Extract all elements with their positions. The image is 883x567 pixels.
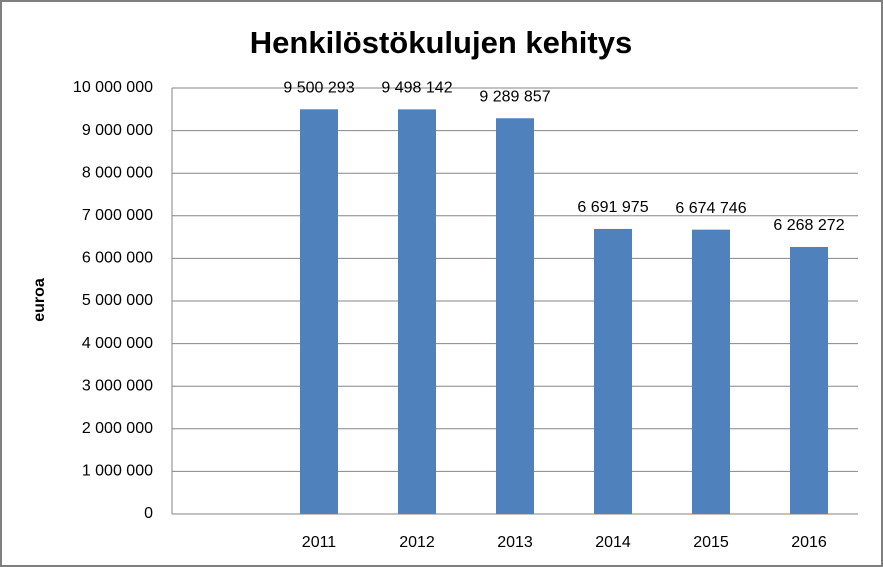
x-tick-label: 2012 bbox=[399, 534, 435, 551]
y-tick-label: 7 000 000 bbox=[82, 207, 153, 224]
x-tick-label: 2014 bbox=[595, 534, 631, 551]
bar bbox=[594, 228, 632, 514]
bar bbox=[398, 109, 436, 514]
value-label: 9 289 857 bbox=[479, 88, 550, 105]
value-label: 6 268 272 bbox=[773, 217, 844, 234]
value-label: 6 674 746 bbox=[675, 200, 746, 217]
bar bbox=[790, 246, 828, 514]
x-tick-label: 2015 bbox=[693, 534, 729, 551]
value-label: 9 500 293 bbox=[283, 80, 354, 97]
x-tick-label: 2016 bbox=[791, 534, 827, 551]
value-label: 9 498 142 bbox=[381, 80, 452, 97]
y-axis-label: euroa bbox=[31, 278, 48, 322]
y-tick-label: 8 000 000 bbox=[82, 164, 153, 181]
x-tick-label: 2013 bbox=[497, 534, 533, 551]
y-tick-label: 4 000 000 bbox=[82, 335, 153, 352]
y-tick-label: 10 000 000 bbox=[73, 79, 153, 96]
y-tick-label: 0 bbox=[144, 505, 153, 522]
y-tick-label: 9 000 000 bbox=[82, 122, 153, 139]
y-tick-label: 6 000 000 bbox=[82, 250, 153, 267]
y-tick-label: 3 000 000 bbox=[82, 377, 153, 394]
y-tick-label: 5 000 000 bbox=[82, 292, 153, 309]
chart-title: Henkilöstökulujen kehitys bbox=[250, 25, 632, 60]
bar bbox=[300, 109, 338, 514]
bar bbox=[496, 118, 534, 515]
x-tick-label: 2011 bbox=[302, 534, 337, 551]
y-tick-label: 2 000 000 bbox=[82, 420, 153, 437]
value-label: 6 691 975 bbox=[577, 199, 648, 216]
y-tick-label: 1 000 000 bbox=[82, 463, 153, 480]
bar bbox=[692, 229, 730, 514]
